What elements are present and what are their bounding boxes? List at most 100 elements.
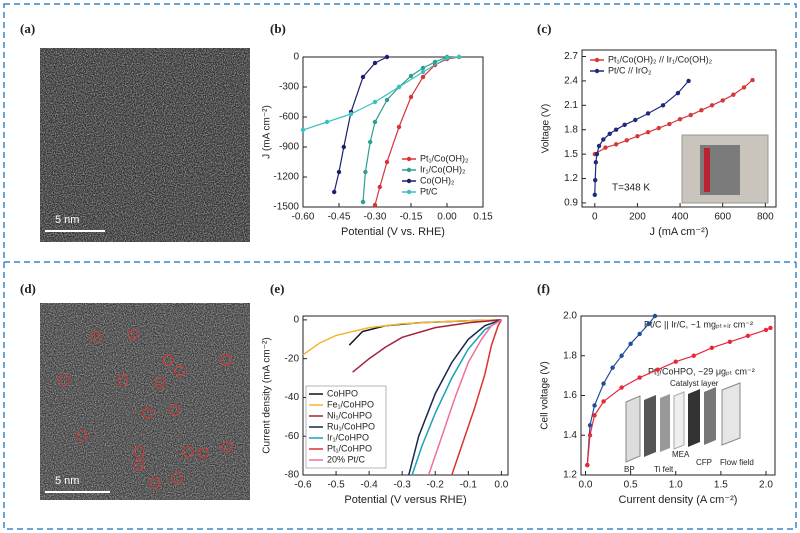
data-point — [594, 151, 600, 157]
data-point — [300, 127, 306, 133]
x-axis-label: Potential (V vs. RHE) — [341, 226, 445, 238]
y-tick-label: -1500 — [273, 202, 299, 213]
data-point — [637, 331, 642, 337]
y-tick-label: 1.8 — [564, 124, 578, 135]
data-point — [688, 112, 693, 118]
data-point — [336, 169, 342, 175]
x-tick-label: 400 — [672, 212, 689, 223]
legend-label: Pt/C // IrO₂ — [608, 65, 652, 75]
panel-label: (c) — [537, 21, 551, 36]
x-tick-label: -0.15 — [400, 212, 423, 223]
data-point — [635, 134, 640, 139]
data-point — [432, 59, 438, 65]
x-tick-label: -0.3 — [394, 480, 412, 491]
data-point — [660, 103, 666, 108]
series-line — [348, 319, 502, 346]
data-point — [646, 321, 651, 327]
x-tick-label: -0.45 — [328, 212, 351, 223]
data-point — [656, 125, 661, 131]
data-point — [372, 99, 378, 105]
data-point — [456, 54, 462, 60]
x-tick-label: -0.1 — [460, 480, 478, 491]
mea-inset — [625, 382, 741, 463]
data-point — [372, 202, 378, 208]
plot-frame — [581, 49, 777, 208]
data-point — [686, 78, 691, 84]
data-point — [372, 60, 378, 66]
data-point — [652, 313, 658, 319]
data-point — [592, 192, 597, 197]
data-point — [596, 143, 602, 149]
data-point — [420, 69, 426, 75]
data-point — [368, 139, 373, 145]
data-point — [372, 119, 378, 125]
data-point — [667, 121, 672, 127]
legend-marker — [406, 189, 412, 195]
x-tick-label: 2.0 — [759, 480, 773, 491]
data-point — [727, 339, 733, 345]
legend-label: CoHPO — [327, 388, 358, 398]
inset-label: Catalyst layer — [670, 379, 719, 388]
y-axis-label: J (mA cm⁻²) — [262, 105, 273, 159]
annotation: T=348 K — [612, 183, 650, 194]
panel-label: (e) — [270, 281, 284, 296]
data-point — [741, 85, 747, 90]
y-tick-label: -40 — [285, 392, 300, 403]
data-point — [332, 189, 337, 195]
y-tick-label: 1.8 — [563, 350, 577, 361]
data-point — [673, 359, 678, 364]
data-point — [613, 127, 619, 132]
y-tick-label: 2.7 — [564, 51, 578, 62]
data-point — [360, 199, 366, 205]
data-point — [720, 98, 725, 103]
x-tick-label: 0.00 — [437, 212, 457, 223]
x-tick-label: 0 — [592, 212, 598, 223]
data-point — [420, 74, 426, 80]
data-point — [593, 160, 599, 165]
data-point — [360, 74, 366, 80]
legend-label: Pt₁/Co(OH)₂ // Ir₁/Co(OH)₂ — [608, 54, 713, 64]
data-point — [768, 325, 773, 331]
data-point — [603, 145, 608, 150]
series-line — [302, 319, 502, 356]
panel-label: (b) — [270, 21, 286, 36]
scale-bar-label: 5 nm — [55, 475, 79, 487]
y-tick-label: -300 — [279, 82, 299, 93]
data-point — [763, 327, 769, 333]
legend-marker — [594, 68, 600, 74]
y-tick-label: 2.4 — [564, 76, 578, 87]
series-line — [427, 319, 502, 476]
scale-bar-label: 5 nm — [55, 214, 79, 226]
panel-label: (f) — [537, 281, 550, 296]
data-point — [592, 413, 597, 418]
inset-label: Flow field — [720, 458, 754, 467]
data-point — [587, 423, 593, 428]
y-tick-label: 2.1 — [564, 100, 578, 111]
legend-label: Pt₁/CoHPO — [327, 443, 372, 453]
y-tick-label: 0.9 — [564, 198, 578, 209]
x-tick-label: 1.5 — [714, 480, 728, 491]
data-point — [731, 92, 736, 97]
plot-frame — [302, 315, 509, 476]
data-point — [593, 177, 598, 183]
x-tick-label: 1.0 — [669, 480, 683, 491]
inset-device — [704, 148, 710, 192]
series-line — [586, 315, 656, 466]
data-point — [645, 129, 651, 135]
inset-label: MEA — [672, 450, 690, 459]
data-point — [420, 65, 426, 71]
data-point — [628, 341, 633, 347]
x-tick-label: -0.5 — [327, 480, 345, 491]
data-point — [408, 73, 414, 79]
inset-label: Ti felt — [654, 465, 674, 474]
series-line — [594, 80, 690, 195]
y-tick-label: -80 — [285, 470, 300, 481]
legend-label: Fe₁/CoHPO — [327, 399, 374, 409]
data-point — [601, 381, 606, 386]
legend-label: Pt/C — [420, 186, 438, 196]
y-tick-label: -900 — [279, 142, 299, 153]
y-axis-label: Voltage (V) — [541, 104, 552, 153]
plot-frame — [302, 56, 484, 208]
x-tick-label: -0.6 — [294, 480, 312, 491]
panel-label: (a) — [20, 21, 35, 36]
